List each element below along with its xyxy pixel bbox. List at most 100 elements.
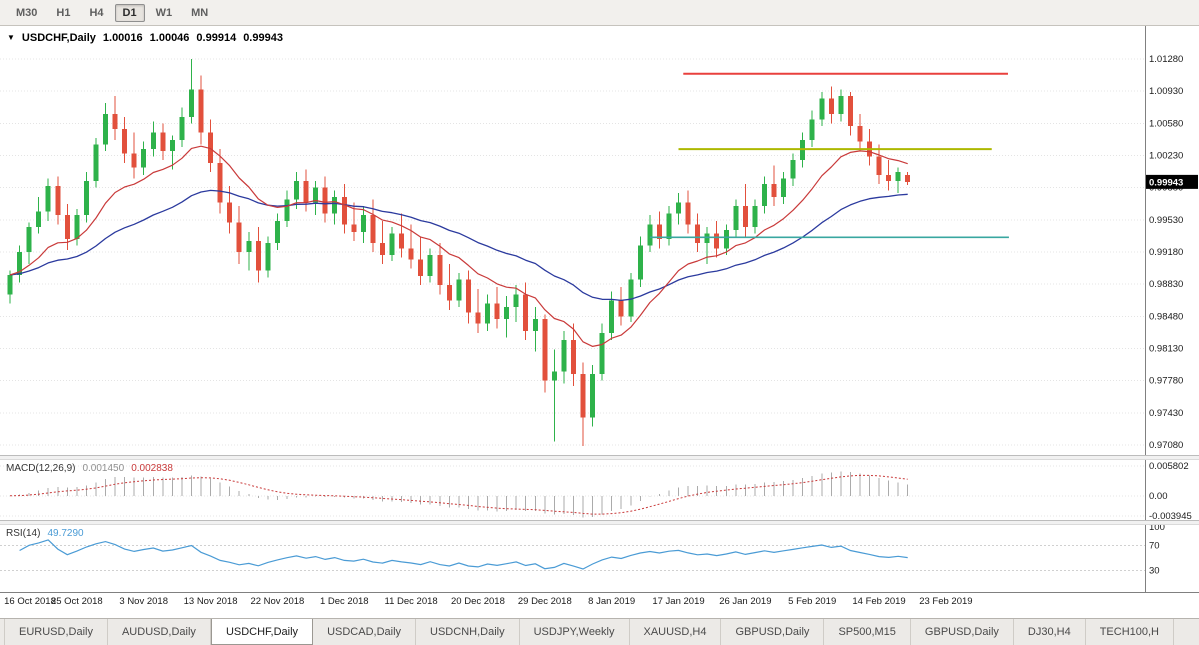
moving-averages <box>9 145 908 347</box>
rsi-value: 49.7290 <box>47 528 84 539</box>
chart-tab-usdjpy-weekly[interactable]: USDJPY,Weekly <box>520 619 630 645</box>
symbol-info-bar: ▼ USDCHF,Daily 1.00016 1.00046 0.99914 0… <box>7 32 283 44</box>
candle-body <box>790 160 796 179</box>
ma-slow-line <box>9 189 908 302</box>
macd-indicator-label: MACD(12,26,9) 0.001450 0.002838 <box>6 463 173 474</box>
candle-body <box>274 220 280 243</box>
chart-tab-xauusd-h4[interactable]: XAUUSD,H4 <box>630 619 722 645</box>
candle-body <box>886 174 892 182</box>
timeframe-button-m30[interactable]: M30 <box>16 6 38 19</box>
candle-body <box>255 240 261 271</box>
candle-body <box>532 319 538 332</box>
candle-body <box>418 259 424 276</box>
candle-body <box>561 340 567 372</box>
chart-tab-eurusd-daily[interactable]: EURUSD,Daily <box>4 619 108 645</box>
candle-body <box>103 114 108 145</box>
price-axis-label: 0.98130 <box>1149 344 1183 355</box>
candle-body <box>389 233 395 255</box>
chart-tab-usdcnh-daily[interactable]: USDCNH,Daily <box>416 619 520 645</box>
candle-body <box>446 285 452 301</box>
candle-body <box>322 187 328 214</box>
candle-body <box>169 139 175 151</box>
candle-body <box>465 279 471 313</box>
timeframe-button-mn[interactable]: MN <box>191 6 209 19</box>
price-axis-label: 1.01280 <box>1149 54 1183 65</box>
candle-body <box>542 319 548 381</box>
chart-tab-sp500-m15[interactable]: SP500,M15 <box>824 619 911 645</box>
macd-splitter[interactable] <box>0 455 1199 460</box>
candle-body <box>236 222 242 252</box>
candle-body <box>399 233 405 249</box>
rsi-axis-label: 100 <box>1149 522 1165 533</box>
price-axis-label: 1.00930 <box>1149 86 1183 97</box>
candle-body <box>227 202 233 223</box>
ohlc-close: 0.99943 <box>243 32 283 44</box>
candle-body <box>847 95 853 127</box>
candle-body <box>704 233 710 243</box>
candle-body <box>427 254 433 276</box>
candle-body <box>341 196 347 225</box>
time-axis-label: 16 Oct 2018 <box>4 596 56 607</box>
candle-body <box>45 185 51 212</box>
candle-body <box>284 199 290 221</box>
ohlc-open: 1.00016 <box>102 32 143 44</box>
candle-body <box>217 162 223 203</box>
candle-body <box>55 185 61 216</box>
candle-body <box>580 374 586 418</box>
candle-body <box>17 252 23 275</box>
rsi-line <box>19 539 908 570</box>
candle-body <box>379 242 385 255</box>
chart-tab-usdcad-daily[interactable]: USDCAD,Daily <box>313 619 417 645</box>
chart-tab-dj30-h4[interactable]: DJ30,H4 <box>1014 619 1086 645</box>
time-axis-label: 25 Oct 2018 <box>51 596 103 607</box>
chart-tab-gbpusd-daily[interactable]: GBPUSD,Daily <box>911 619 1014 645</box>
timeframe-button-w1[interactable]: W1 <box>155 6 173 19</box>
chart-window: 1.012801.009301.005801.002300.998800.995… <box>0 26 1199 618</box>
candle-body <box>695 224 701 243</box>
macd-signal-value: 0.002838 <box>131 463 173 474</box>
timeframe-button-d1[interactable]: D1 <box>114 3 145 22</box>
chart-collapse-icon[interactable]: ▼ <box>7 33 15 42</box>
macd-name: MACD(12,26,9) <box>6 463 76 474</box>
timeframe-button-h1[interactable]: H1 <box>56 6 71 19</box>
candle-body <box>570 340 576 375</box>
chart-tab-tech100-h[interactable]: TECH100,H <box>1086 619 1174 645</box>
chart-tab-usdchf-daily[interactable]: USDCHF,Daily <box>210 619 314 645</box>
candle-body <box>513 294 519 308</box>
candle-body <box>742 206 748 228</box>
candle-body <box>36 211 42 228</box>
candle-body <box>618 300 624 317</box>
time-axis-label: 26 Jan 2019 <box>719 596 771 607</box>
macd-signal-line <box>9 474 908 515</box>
axis-borders <box>0 26 1199 593</box>
candle-body <box>408 248 414 260</box>
candle-body <box>666 213 672 240</box>
time-axis-label: 1 Dec 2018 <box>320 596 369 607</box>
candle-body <box>656 224 662 240</box>
timeframe-toolbar: M30 H1 H4 D1 W1 MN <box>0 0 1199 26</box>
candle-body <box>93 144 99 182</box>
time-axis-label: 13 Nov 2018 <box>184 596 238 607</box>
candle-body <box>857 126 863 142</box>
timeframe-button-h4[interactable]: H4 <box>89 6 104 19</box>
price-axis-label: 0.98830 <box>1149 279 1183 290</box>
candle-body <box>208 132 214 163</box>
chart-tab-audusd-daily[interactable]: AUDUSD,Daily <box>108 619 211 645</box>
candle-body <box>122 128 128 154</box>
candle-body <box>551 371 557 381</box>
candle-body <box>781 178 787 197</box>
macd-main-value: 0.001450 <box>82 463 125 474</box>
chart-tab-gbpusd-daily[interactable]: GBPUSD,Daily <box>721 619 825 645</box>
candle-body <box>523 294 529 332</box>
candle-body <box>141 149 147 168</box>
candle-body <box>26 227 32 252</box>
candle-body <box>676 202 681 214</box>
candle-body <box>437 254 443 286</box>
chart-canvas[interactable]: 1.012801.009301.005801.002300.998800.995… <box>0 26 1199 618</box>
candle-body <box>485 303 490 324</box>
rsi-axis-label: 70 <box>1149 541 1160 552</box>
price-grid: 1.012801.009301.005801.002300.998800.995… <box>0 54 1183 451</box>
candle-body <box>809 119 815 140</box>
candle-body <box>609 300 615 333</box>
rsi-splitter[interactable] <box>0 520 1199 525</box>
